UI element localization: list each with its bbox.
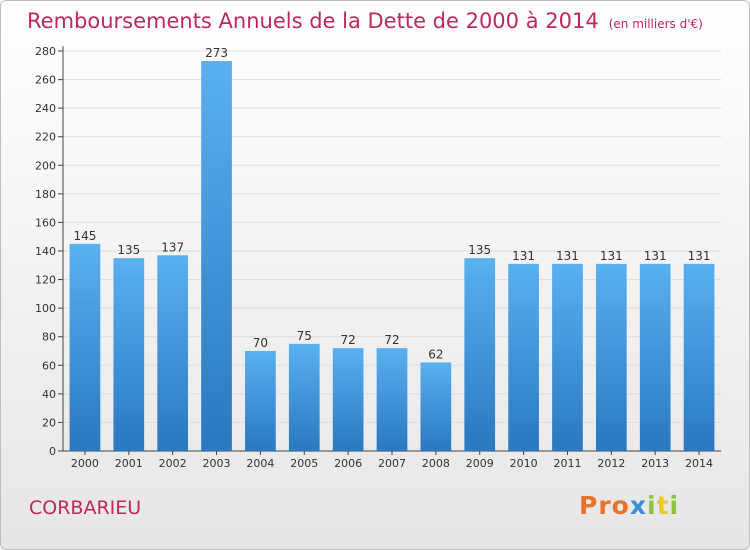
- data-label: 131: [644, 249, 667, 263]
- data-label: 131: [556, 249, 579, 263]
- data-label: 137: [161, 240, 184, 254]
- chart-title: Remboursements Annuels de la Dette de 20…: [27, 9, 703, 33]
- x-tick-label: 2008: [422, 457, 450, 470]
- proxiti-logo: Proxiti: [579, 491, 679, 520]
- x-tick-label: 2006: [334, 457, 362, 470]
- bar: [157, 255, 189, 451]
- x-tick-label: 2003: [203, 457, 231, 470]
- data-label: 145: [73, 229, 96, 243]
- logo-letter: x: [629, 491, 647, 520]
- y-tick-label: 40: [42, 388, 56, 401]
- logo-letter: t: [656, 491, 670, 520]
- logo-letter: o: [611, 491, 630, 520]
- logo-letter: P: [579, 491, 599, 520]
- data-label: 72: [340, 333, 355, 347]
- bar: [508, 263, 539, 451]
- y-tick-label: 260: [35, 74, 56, 87]
- y-tick-label: 140: [35, 245, 56, 258]
- data-label: 135: [468, 243, 491, 257]
- x-tick-label: 2013: [641, 457, 669, 470]
- data-label: 70: [253, 336, 268, 350]
- logo-letter: i: [647, 491, 657, 520]
- bar: [595, 263, 627, 451]
- y-tick-label: 100: [35, 302, 56, 315]
- data-label: 131: [600, 249, 623, 263]
- bar: [69, 243, 101, 451]
- data-label: 273: [205, 46, 228, 60]
- bar: [332, 348, 364, 451]
- y-tick-label: 180: [35, 188, 56, 201]
- bar: [245, 351, 276, 451]
- bar: [420, 362, 452, 451]
- x-tick-label: 2002: [159, 457, 187, 470]
- y-tick-label: 240: [35, 102, 56, 115]
- data-label: 131: [688, 249, 711, 263]
- x-tick-label: 2000: [71, 457, 99, 470]
- data-label: 75: [297, 329, 312, 343]
- bar: [288, 343, 320, 451]
- data-label: 72: [384, 333, 399, 347]
- y-tick-label: 80: [42, 331, 56, 344]
- logo-letter: i: [669, 491, 680, 520]
- x-tick-label: 2014: [685, 457, 713, 470]
- x-tick-label: 2012: [597, 457, 625, 470]
- bar: [113, 258, 145, 451]
- y-tick-label: 200: [35, 159, 56, 172]
- data-label: 62: [428, 347, 443, 361]
- y-tick-label: 280: [35, 45, 56, 58]
- x-tick-label: 2011: [553, 457, 581, 470]
- bar: [552, 263, 583, 451]
- bar: [683, 263, 715, 451]
- x-tick-label: 2009: [466, 457, 494, 470]
- data-label: 131: [512, 249, 535, 263]
- x-tick-label: 2004: [246, 457, 274, 470]
- y-tick-label: 20: [42, 416, 56, 429]
- bar: [464, 258, 496, 451]
- chart-subtitle: (en milliers d'€): [608, 17, 703, 31]
- place-name: CORBARIEU: [29, 497, 142, 519]
- y-tick-label: 220: [35, 131, 56, 144]
- x-tick-label: 2005: [290, 457, 318, 470]
- logo-letter: r: [598, 491, 612, 520]
- y-tick-label: 60: [42, 359, 56, 372]
- y-tick-label: 120: [35, 274, 56, 287]
- bar: [639, 263, 671, 451]
- x-tick-label: 2007: [378, 457, 406, 470]
- x-tick-label: 2001: [115, 457, 143, 470]
- bar: [201, 61, 232, 451]
- y-tick-label: 160: [35, 216, 56, 229]
- bar: [376, 348, 408, 451]
- y-tick-label: 0: [49, 445, 56, 458]
- data-label: 135: [117, 243, 140, 257]
- x-tick-label: 2010: [510, 457, 538, 470]
